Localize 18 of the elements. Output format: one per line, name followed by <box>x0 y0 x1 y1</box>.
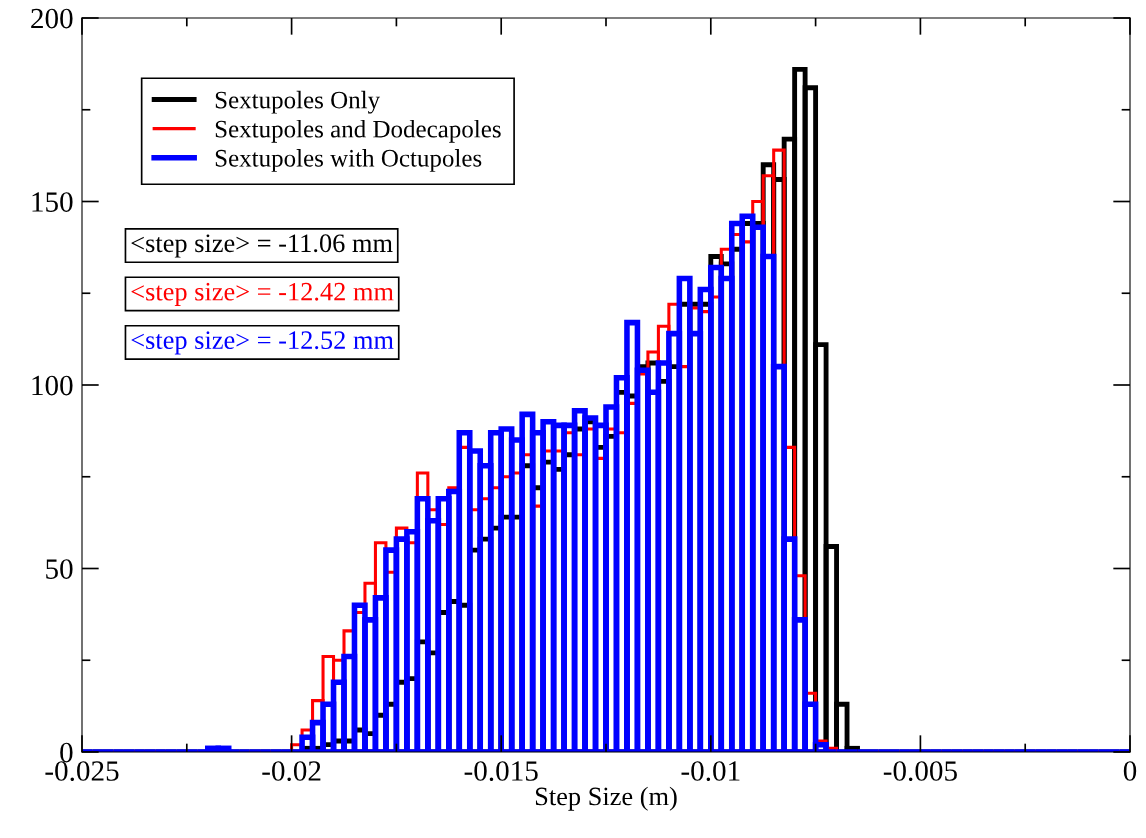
legend-label: Sextupoles with Octupoles <box>215 149 482 172</box>
x-tick-label: -0.01 <box>681 761 740 781</box>
y-tick-label: 100 <box>32 375 73 396</box>
y-tick-label: 200 <box>31 8 73 29</box>
x-tick-label: -0.005 <box>883 761 957 781</box>
legend-label: Sextupoles Only <box>215 90 381 114</box>
x-axis-title: Step Size (m) <box>535 786 677 811</box>
x-tick-label: 0 <box>1123 761 1137 781</box>
annotation: <step size> = -12.42 mm <box>131 282 394 306</box>
y-tick-label: 150 <box>32 192 73 212</box>
x-tick-label: -0.02 <box>262 761 321 781</box>
annotation: <step size> = -11.06 mm <box>131 234 393 258</box>
y-tick-label: 0 <box>60 742 73 763</box>
x-tick-label: -0.015 <box>464 761 538 781</box>
annotation: <step size> = -12.52 mm <box>131 331 394 355</box>
legend-label: Sextupoles and Dodecapoles <box>215 120 501 143</box>
x-tick-label: -0.025 <box>45 761 119 781</box>
y-tick-label: 50 <box>46 559 73 579</box>
